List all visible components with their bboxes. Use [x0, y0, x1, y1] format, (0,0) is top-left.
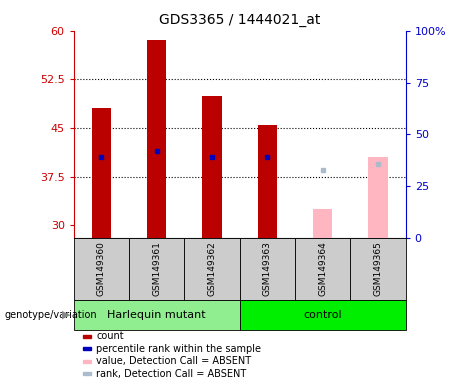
Text: rank, Detection Call = ABSENT: rank, Detection Call = ABSENT [96, 369, 247, 379]
Title: GDS3365 / 1444021_at: GDS3365 / 1444021_at [159, 13, 320, 27]
Bar [74, 238, 129, 300]
Bar [368, 157, 388, 238]
Text: GSM149365: GSM149365 [373, 242, 383, 296]
Text: genotype/variation: genotype/variation [5, 310, 97, 320]
Text: Harlequin mutant: Harlequin mutant [107, 310, 206, 320]
Bar [74, 300, 240, 330]
Bar [83, 372, 91, 375]
Text: GSM149361: GSM149361 [152, 242, 161, 296]
Bar [83, 347, 91, 350]
Bar [350, 238, 406, 300]
Bar [129, 238, 184, 300]
Bar [258, 125, 277, 238]
Bar [295, 238, 350, 300]
Bar [202, 96, 222, 238]
Text: control: control [303, 310, 342, 320]
Text: GSM149364: GSM149364 [318, 242, 327, 296]
Text: GSM149363: GSM149363 [263, 242, 272, 296]
Bar [147, 40, 166, 238]
Bar [313, 209, 332, 238]
Text: GSM149362: GSM149362 [207, 242, 217, 296]
Text: count: count [96, 331, 124, 341]
Text: ▶: ▶ [62, 310, 71, 320]
Text: value, Detection Call = ABSENT: value, Detection Call = ABSENT [96, 356, 251, 366]
Bar [240, 238, 295, 300]
Text: GSM149360: GSM149360 [97, 242, 106, 296]
Bar [92, 108, 111, 238]
Bar [83, 360, 91, 362]
Bar [240, 300, 406, 330]
Text: percentile rank within the sample: percentile rank within the sample [96, 344, 261, 354]
Bar [83, 335, 91, 338]
Bar [184, 238, 240, 300]
